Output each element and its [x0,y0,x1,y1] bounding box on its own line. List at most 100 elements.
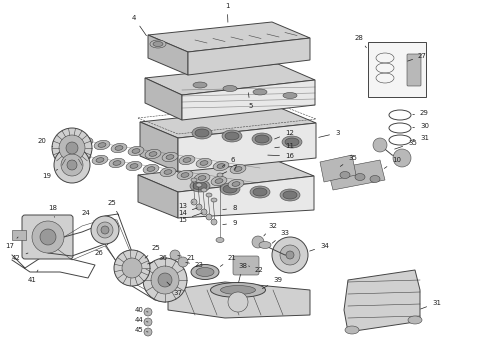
Circle shape [97,222,113,238]
FancyBboxPatch shape [407,54,421,86]
Circle shape [114,250,150,286]
Ellipse shape [216,238,224,243]
Ellipse shape [198,176,206,180]
Ellipse shape [282,136,302,148]
Circle shape [280,245,300,265]
Ellipse shape [252,133,272,145]
Text: 32: 32 [264,223,277,236]
Ellipse shape [228,179,244,189]
Ellipse shape [147,167,155,171]
Text: 27: 27 [408,53,427,61]
Ellipse shape [196,183,202,187]
Ellipse shape [113,161,121,165]
Text: 24: 24 [82,210,93,221]
Ellipse shape [217,173,223,177]
Ellipse shape [98,143,106,147]
Text: 26: 26 [95,244,108,256]
Circle shape [272,237,308,273]
Polygon shape [168,282,310,318]
Ellipse shape [192,127,212,139]
Ellipse shape [196,267,214,276]
Ellipse shape [164,170,172,174]
Ellipse shape [253,89,267,95]
Ellipse shape [220,183,240,195]
Ellipse shape [217,164,225,168]
Ellipse shape [111,143,127,153]
Polygon shape [178,176,314,218]
Text: 38: 38 [238,263,247,282]
Ellipse shape [355,174,365,180]
Bar [12,230,26,240]
Ellipse shape [253,188,267,196]
Text: 30: 30 [413,123,429,129]
Ellipse shape [223,86,237,91]
Text: 4: 4 [132,15,147,36]
Polygon shape [138,160,314,192]
FancyBboxPatch shape [233,256,259,275]
Ellipse shape [177,170,193,180]
Text: 29: 29 [413,110,429,116]
Circle shape [54,147,90,183]
Text: 16: 16 [268,153,294,159]
Text: 25: 25 [145,245,161,258]
Circle shape [373,138,387,152]
Text: 31: 31 [420,300,441,309]
Circle shape [91,216,119,244]
Circle shape [158,273,172,287]
Text: 25: 25 [108,200,119,216]
Text: 33: 33 [272,230,289,243]
Text: 41: 41 [28,270,38,283]
Circle shape [59,135,85,161]
Ellipse shape [195,129,209,137]
Ellipse shape [255,135,269,143]
Ellipse shape [81,140,89,144]
Polygon shape [188,38,310,75]
Bar [368,42,426,97]
Ellipse shape [92,156,108,165]
Text: 1: 1 [225,3,229,22]
Circle shape [122,258,142,278]
Text: 11: 11 [275,143,294,149]
Ellipse shape [162,152,178,162]
Ellipse shape [79,155,87,159]
Ellipse shape [225,132,239,140]
Circle shape [66,142,78,154]
Ellipse shape [211,198,217,202]
Circle shape [211,219,217,225]
Ellipse shape [150,40,166,48]
Text: 8: 8 [223,205,237,211]
Ellipse shape [149,152,157,156]
Ellipse shape [215,179,223,183]
Text: 37: 37 [167,282,182,296]
Ellipse shape [206,193,212,197]
Text: 34: 34 [310,243,329,251]
Circle shape [393,149,411,167]
Ellipse shape [145,149,161,159]
Ellipse shape [280,189,300,201]
Ellipse shape [183,158,191,162]
Text: 23: 23 [186,262,204,268]
Ellipse shape [201,188,207,192]
Text: 36: 36 [147,255,167,264]
Circle shape [206,214,212,220]
Ellipse shape [181,173,189,177]
Text: 22: 22 [248,266,264,273]
Ellipse shape [370,176,380,183]
Circle shape [178,257,188,267]
Polygon shape [140,107,316,138]
Ellipse shape [166,155,174,159]
Ellipse shape [94,140,110,150]
Ellipse shape [96,158,104,162]
Text: 3: 3 [318,130,340,138]
FancyBboxPatch shape [22,215,73,259]
Ellipse shape [193,82,207,88]
Text: 44: 44 [135,317,148,323]
Text: 9: 9 [223,220,237,226]
Text: 6: 6 [222,157,235,166]
Ellipse shape [283,191,297,199]
Ellipse shape [160,167,176,177]
Ellipse shape [234,167,242,171]
Ellipse shape [153,41,163,46]
Circle shape [228,292,248,312]
Text: 19: 19 [42,170,58,179]
